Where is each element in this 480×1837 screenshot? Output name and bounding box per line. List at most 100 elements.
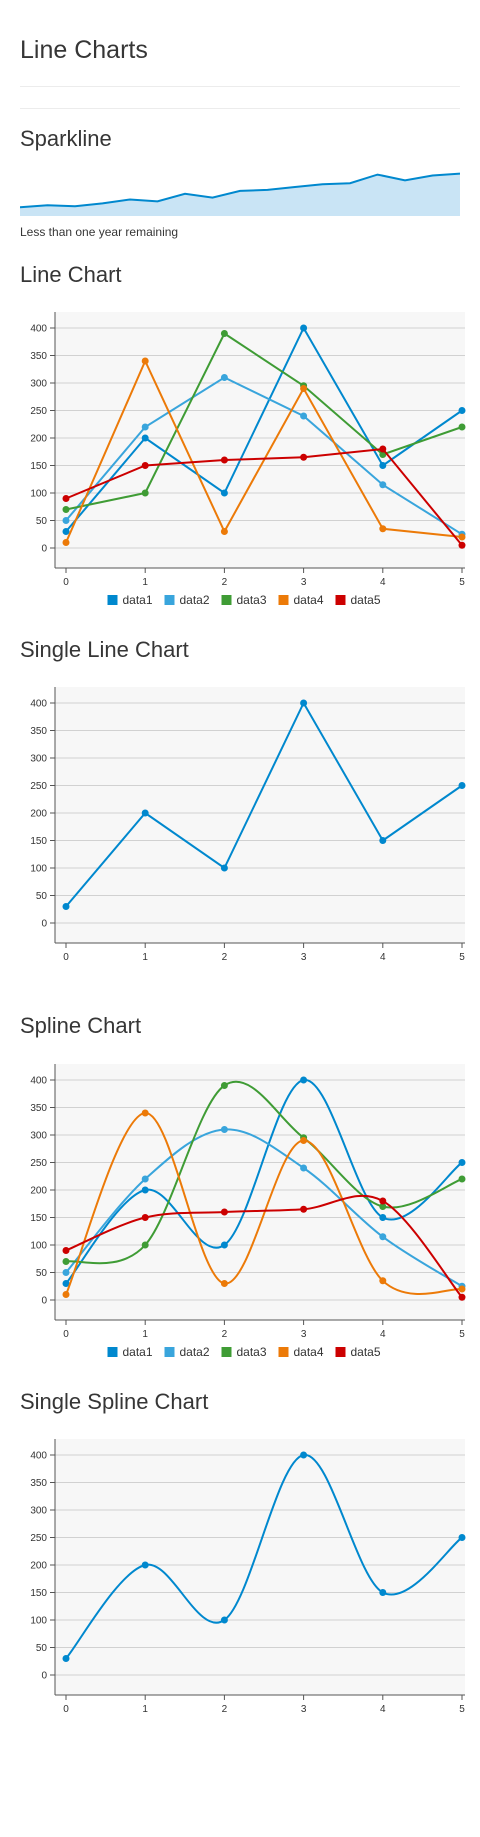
x-tick-label: 4 xyxy=(380,952,386,963)
y-tick-label: 0 xyxy=(41,1296,47,1307)
legend-swatch-data3 xyxy=(221,595,232,605)
data-point-data1 xyxy=(220,1241,228,1249)
legend-label-data5: data5 xyxy=(351,593,381,607)
legend-label-data3: data3 xyxy=(237,593,267,607)
data-point-data3 xyxy=(379,451,387,458)
data-point-data2 xyxy=(379,1233,387,1241)
y-tick-label: 50 xyxy=(36,1643,48,1654)
series-line-data4 xyxy=(65,358,463,543)
data-point-data1 xyxy=(62,1280,70,1287)
legend-swatch-data2 xyxy=(164,595,175,605)
data-point-data4 xyxy=(458,533,466,541)
y-tick-label: 100 xyxy=(30,864,47,875)
spline-chart: 0 50 100 150 200 250 300 350 400 0 1 2 3 4 5 data1 data2… xyxy=(30,1064,466,1359)
y-tick-label: 400 xyxy=(30,1451,47,1462)
data-point-data1 xyxy=(379,1214,387,1221)
data-point-data1 xyxy=(62,528,70,535)
data-point-data3 xyxy=(141,1241,149,1249)
data-point-data4 xyxy=(379,525,387,533)
data-point-data1 xyxy=(141,1186,149,1194)
series-line-data5 xyxy=(65,447,463,546)
data-point-data1 xyxy=(458,782,466,789)
y-tick-label: 350 xyxy=(30,1478,47,1489)
y-tick-label: 50 xyxy=(36,1268,48,1279)
single-spline-chart-heading: Single Spline Chart xyxy=(20,1389,209,1414)
y-tick-label: 250 xyxy=(30,1533,47,1544)
legend-label-data2: data2 xyxy=(180,593,210,607)
data-point-data4 xyxy=(141,357,149,365)
y-tick-label: 0 xyxy=(41,1671,47,1682)
data-point-data2 xyxy=(220,1126,228,1133)
x-tick-label: 5 xyxy=(459,577,465,588)
divider xyxy=(20,86,460,87)
y-tick-label: 50 xyxy=(36,891,48,902)
single-line-chart-heading: Single Line Chart xyxy=(20,637,189,662)
data-point-data4 xyxy=(300,385,308,392)
data-point-data5 xyxy=(300,453,308,461)
data-point-data2 xyxy=(379,481,387,489)
line-chart-heading: Line Chart xyxy=(20,262,122,287)
plot-area xyxy=(55,1439,465,1695)
data-point-data2 xyxy=(220,374,228,381)
series-line-data2 xyxy=(65,376,463,536)
data-point-data1 xyxy=(300,1076,308,1084)
data-point-data2 xyxy=(300,1164,308,1172)
x-tick-label: 2 xyxy=(222,1704,228,1715)
y-tick-label: 300 xyxy=(30,379,47,390)
data-point-data5 xyxy=(458,1293,466,1301)
data-point-data2 xyxy=(141,423,149,431)
legend-swatch-data1 xyxy=(107,595,118,605)
single-line-chart: 0 50 100 150 200 250 300 350 400 0 1 2 3 4 5 xyxy=(30,687,466,963)
series-line-data2 xyxy=(65,1128,463,1288)
x-tick-label: 1 xyxy=(142,1704,148,1715)
plot-area xyxy=(55,687,465,943)
data-point-data4 xyxy=(458,1285,466,1293)
legend-swatch-data4 xyxy=(278,1347,289,1357)
legend-swatch-data1 xyxy=(107,1347,118,1357)
x-tick-label: 1 xyxy=(142,1329,148,1340)
x-tick-label: 0 xyxy=(63,1329,69,1340)
x-tick-label: 5 xyxy=(459,1329,465,1340)
sparkline xyxy=(20,172,460,216)
y-tick-label: 150 xyxy=(30,1588,47,1599)
data-point-data1 xyxy=(141,1561,149,1569)
data-point-data5 xyxy=(220,456,228,464)
data-point-data3 xyxy=(62,1258,70,1265)
y-tick-label: 250 xyxy=(30,406,47,417)
x-tick-label: 1 xyxy=(142,952,148,963)
y-tick-label: 100 xyxy=(30,1616,47,1627)
legend-label-data1: data1 xyxy=(123,593,153,607)
data-point-data1 xyxy=(379,837,387,844)
data-point-data3 xyxy=(141,489,149,497)
x-tick-label: 2 xyxy=(222,577,228,588)
legend-label-data2: data2 xyxy=(180,1345,210,1359)
y-tick-label: 200 xyxy=(30,809,47,820)
data-point-data1 xyxy=(379,462,387,469)
x-tick-label: 3 xyxy=(301,952,307,963)
data-point-data5 xyxy=(141,462,149,469)
data-point-data5 xyxy=(141,1214,149,1221)
data-point-data4 xyxy=(300,1137,308,1144)
y-tick-label: 250 xyxy=(30,1158,47,1169)
data-point-data3 xyxy=(220,1082,228,1089)
legend-label-data3: data3 xyxy=(237,1345,267,1359)
sparkline-heading: Sparkline xyxy=(20,126,112,151)
divider xyxy=(20,108,460,109)
y-tick-label: 350 xyxy=(30,726,47,737)
data-point-data3 xyxy=(62,506,70,513)
y-tick-label: 400 xyxy=(30,324,47,335)
legend-swatch-data3 xyxy=(221,1347,232,1357)
data-point-data4 xyxy=(220,1280,228,1287)
y-tick-label: 350 xyxy=(30,1103,47,1114)
x-tick-label: 4 xyxy=(380,1704,386,1715)
y-tick-label: 150 xyxy=(30,461,47,472)
data-point-data4 xyxy=(141,1109,149,1117)
data-point-data1 xyxy=(458,1159,466,1166)
y-tick-label: 300 xyxy=(30,754,47,765)
data-point-data2 xyxy=(62,517,70,524)
data-point-data3 xyxy=(220,330,228,337)
legend-label-data5: data5 xyxy=(351,1345,381,1359)
y-tick-label: 400 xyxy=(30,1076,47,1087)
sparkline-caption: Less than one year remaining xyxy=(20,225,179,239)
series-line-data1 xyxy=(65,700,463,908)
